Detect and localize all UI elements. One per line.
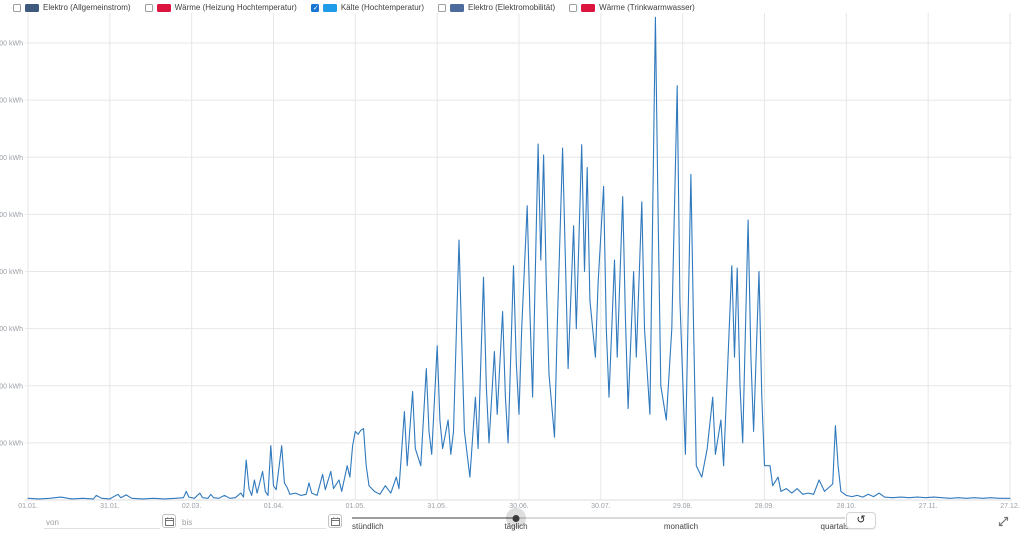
- date-from-input[interactable]: [44, 514, 160, 531]
- checkbox-kaelte[interactable]: [310, 3, 319, 13]
- x-tick-label: 30.06.: [509, 503, 529, 510]
- slider-label-quartalsweise[interactable]: quartalsweise: [820, 522, 870, 531]
- x-tick-label: 27.11.: [919, 503, 938, 510]
- calendar-from-button[interactable]: [162, 514, 176, 528]
- chart-legend: Elektro (Allgemeinstrom) Wärme (Heizung …: [13, 3, 695, 13]
- x-tick-label: 31.05.: [427, 503, 447, 510]
- y-tick-label: 700 kWh: [0, 98, 23, 105]
- checkbox-waerme-trinkwarmwasser[interactable]: [569, 3, 578, 12]
- y-tick-label: 400 kWh: [0, 269, 23, 276]
- checkbox-elektro-allgemeinstrom[interactable]: [13, 3, 21, 12]
- calendar-to-button[interactable]: [328, 514, 342, 528]
- y-tick-label: 600 kWh: [0, 155, 23, 162]
- line-chart: 100 kWh 200 kWh 300 kWh 400 kWh 500 kWh 600 k…: [0, 13, 1020, 510]
- expand-icon[interactable]: [997, 515, 1010, 528]
- series-swatch-elektro-elektromobilitaet: [450, 3, 464, 12]
- series-line-k-lte-hochtemperatur-: [27, 16, 1011, 500]
- legend-label: Elektro (Allgemeinstrom): [43, 3, 131, 12]
- checkbox-elektro-elektromobilitaet[interactable]: [438, 3, 446, 12]
- calendar-icon: [330, 517, 340, 526]
- legend-label: Elektro (Elektromobilität): [468, 3, 556, 12]
- x-tick-label: 01.01.: [18, 503, 38, 510]
- date-from-field: [44, 512, 160, 531]
- slider-track[interactable]: [352, 517, 845, 519]
- y-tick-label: 500 kWh: [0, 212, 23, 219]
- x-tick-label: 30.07.: [591, 503, 611, 510]
- slider-label-monatlich[interactable]: monatlich: [663, 522, 699, 531]
- legend-item-waerme-trinkwarmwasser[interactable]: Wärme (Trinkwarmwasser): [569, 3, 695, 12]
- y-tick-label: 200 kWh: [0, 383, 23, 390]
- series-swatch-waerme-heizung: [156, 3, 171, 12]
- x-tick-label: 31.01.: [100, 503, 120, 510]
- reset-icon: ↺: [856, 514, 866, 526]
- y-tick-label: 100 kWh: [0, 440, 23, 447]
- legend-label: Wärme (Trinkwarmwasser): [599, 3, 695, 12]
- x-tick-label: 28.10.: [837, 503, 857, 510]
- x-tick-label: 01.04.: [264, 503, 284, 510]
- slider-track-active: [352, 517, 516, 519]
- legend-label: Kälte (Hochtemperatur): [340, 3, 424, 12]
- legend-item-kaelte[interactable]: Kälte (Hochtemperatur): [310, 3, 424, 13]
- checkbox-waerme-heizung[interactable]: [144, 3, 153, 12]
- x-tick-label: 27.12.: [1000, 503, 1020, 510]
- slider-handle-dot: [512, 514, 520, 522]
- series-swatch-elektro-allgemeinstrom: [25, 3, 39, 12]
- y-tick-label: 800 kWh: [0, 41, 23, 48]
- y-tick-label: 300 kWh: [0, 326, 23, 333]
- date-to-input[interactable]: [180, 514, 326, 531]
- legend-label: Wärme (Heizung Hochtemperatur): [174, 3, 297, 12]
- slider-label-stuendlich[interactable]: stündlich: [352, 522, 384, 531]
- legend-item-waerme-heizung[interactable]: Wärme (Heizung Hochtemperatur): [144, 3, 297, 12]
- reset-button[interactable]: ↺: [846, 512, 876, 529]
- calendar-icon: [164, 517, 174, 526]
- x-tick-label: 28.09.: [755, 503, 775, 510]
- series-swatch-waerme-trinkwarmwasser: [581, 3, 596, 12]
- x-tick-label: 01.05.: [346, 503, 366, 510]
- legend-item-elektro-elektromobilitaet[interactable]: Elektro (Elektromobilität): [438, 3, 555, 12]
- resolution-slider[interactable]: stündlich täglich monatlich quartalsweis…: [352, 508, 869, 534]
- slider-label-taeglich[interactable]: täglich: [504, 522, 528, 531]
- x-tick-label: 29.08.: [673, 503, 693, 510]
- legend-item-elektro-allgemeinstrom[interactable]: Elektro (Allgemeinstrom): [13, 3, 131, 12]
- x-tick-label: 02.03.: [182, 503, 202, 510]
- series-swatch-kaelte: [322, 3, 337, 12]
- date-to-field: [180, 512, 326, 531]
